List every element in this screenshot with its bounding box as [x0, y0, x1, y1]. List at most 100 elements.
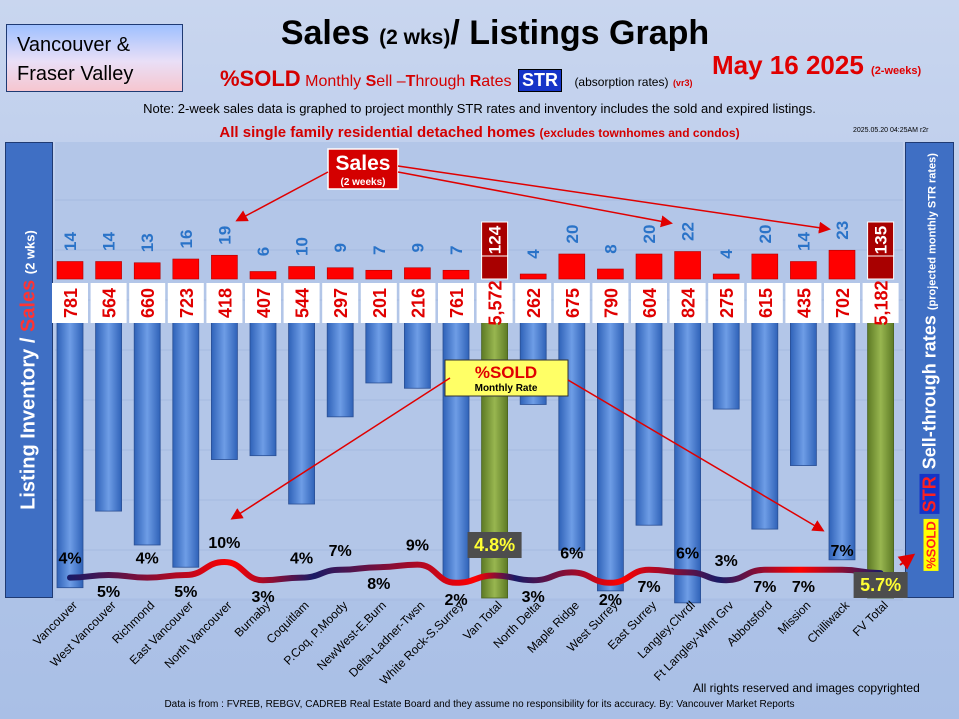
date-sub: (2-weeks): [871, 65, 922, 77]
sold-total-label-bg: [853, 572, 908, 598]
x-tick-label: Chilliwack: [805, 598, 853, 646]
inventory-bar: [210, 311, 238, 460]
footer-rights: All rights reserved and images copyright…: [693, 681, 920, 695]
sold-rate-label: 4.8%: [474, 535, 515, 555]
inventory-bar: [442, 311, 470, 582]
chart-subtitle: %SOLD Monthly Sell –Through Rates STR (a…: [220, 66, 692, 92]
sales-value-label: 9: [408, 243, 427, 252]
subtitle-hrough: hrough: [415, 73, 466, 90]
sales-bar: [790, 261, 817, 280]
inventory-label-bg: [592, 283, 629, 323]
date-main: May 16 2025: [712, 50, 864, 80]
sold-arrow-3: [897, 553, 916, 570]
inventory-value-label: 723: [177, 288, 197, 318]
inventory-label-bg: [708, 283, 745, 323]
sales-value-label: 135: [872, 226, 891, 254]
sales-value-label: 20: [756, 225, 775, 244]
sales-bar: [172, 258, 200, 280]
subtitle-version: (vr3): [672, 78, 693, 88]
sales-arrow-3: [397, 165, 831, 234]
footer-source: Data is from : FVREB, REBGV, CADREB Real…: [164, 699, 795, 710]
sales-value-label: 8: [601, 244, 620, 253]
inventory-label-bg: [746, 283, 783, 323]
sales-bar: [674, 251, 701, 280]
inventory-label-bg: [669, 283, 706, 323]
sales-value-label: 7: [370, 246, 389, 255]
sold-rate-label: 5.7%: [860, 575, 901, 595]
inventory-value-label: 824: [679, 288, 699, 318]
sales-value-label: 19: [215, 226, 234, 245]
inventory-label-bg: [360, 283, 397, 323]
note-scope-main: All single family residential detached h…: [219, 124, 536, 141]
sales-total-label-bg: [481, 221, 509, 257]
sold-rate-label: 2%: [444, 592, 467, 609]
sales-value-label: 14: [100, 232, 119, 251]
sales-value-label: 20: [640, 225, 659, 244]
inventory-bar: [172, 311, 200, 568]
sales-total-label-bg: [867, 221, 895, 257]
timestamp: 2025.05.20 04:25AM r2r: [853, 127, 929, 134]
sales-bar: [558, 253, 586, 280]
sales-bar: [442, 269, 470, 280]
inventory-value-label: 761: [447, 288, 467, 318]
inventory-bar: [95, 311, 122, 512]
sold-rate-label: 7%: [329, 543, 352, 560]
inventory-value-label: 297: [331, 288, 351, 318]
sales-bar: [365, 269, 393, 280]
sales-bar: [95, 261, 122, 280]
inventory-label-bg: [206, 283, 243, 323]
inventory-value-label: 604: [640, 288, 660, 318]
inventory-label-bg: [862, 283, 899, 323]
subtitle-monthly: Monthly: [305, 73, 362, 90]
sold-rate-label: 3%: [251, 589, 274, 606]
sales-bar: [828, 249, 856, 280]
sales-bar: [133, 262, 161, 280]
right-axis-panel: [905, 142, 954, 598]
sales-value-label: 4: [717, 249, 736, 259]
sales-bar: [635, 253, 663, 280]
inventory-bar: [867, 311, 894, 599]
sales-value-label: 6: [254, 247, 273, 256]
sales-bar: [751, 253, 779, 280]
sold-rate-label: 9%: [406, 538, 429, 555]
sold-rate-label: 4%: [58, 551, 81, 568]
sold-callout-sub: Monthly Rate: [475, 383, 538, 394]
sales-arrow-1: [235, 171, 329, 222]
sold-rate-line: [67, 558, 884, 586]
sales-bar: [519, 273, 547, 280]
sold-rate-label: 3%: [715, 553, 738, 570]
inventory-bar: [790, 311, 817, 466]
x-tick-label: NewWest-E.Burn: [314, 598, 389, 673]
inventory-label-bg: [553, 283, 590, 323]
sales-value-label: 20: [563, 225, 582, 244]
sold-callout-box: [444, 359, 569, 397]
sold-callout-title: %SOLD: [475, 363, 537, 382]
inventory-label-bg: [52, 283, 88, 323]
report-date: May 16 2025 (2-weeks): [712, 50, 921, 81]
inventory-bar: [558, 311, 586, 551]
sold-rate-label: 4%: [290, 551, 313, 568]
subtitle-ell: ell –: [376, 73, 406, 90]
subtitle-t: T: [405, 73, 416, 90]
note-scope: All single family residential detached h…: [0, 124, 959, 141]
sales-value-label: 13: [138, 233, 157, 252]
subtitle-ates: ates: [481, 73, 512, 90]
sales-value-label: 9: [331, 243, 350, 252]
sold-rate-label: 5%: [97, 584, 120, 601]
inventory-bar: [133, 311, 161, 546]
title-paren: (2 wks): [379, 26, 451, 49]
sales-bar: [712, 273, 740, 280]
sales-value-label: 10: [293, 237, 312, 256]
inventory-label-bg: [824, 283, 860, 323]
sales-bar: [597, 268, 624, 280]
sold-rate-label: 3%: [522, 589, 545, 606]
subtitle-absorption: (absorption rates): [574, 75, 669, 89]
sales-bar: [56, 261, 84, 280]
inventory-label-bg: [167, 283, 204, 323]
inventory-bar: [365, 311, 393, 384]
inventory-value-label: 275: [717, 288, 737, 318]
sold-rate-label: 7%: [830, 543, 853, 560]
sales-bar: [404, 267, 431, 280]
sales-value-label: 14: [61, 232, 80, 251]
